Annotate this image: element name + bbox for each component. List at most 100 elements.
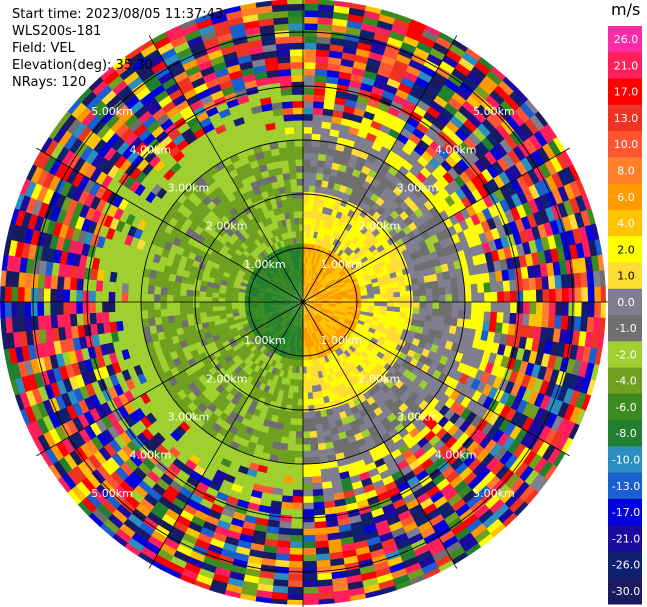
- velocity-gate: [302, 373, 308, 381]
- velocity-gate: [284, 292, 292, 297]
- velocity-gate: [271, 338, 279, 346]
- velocity-gate: [464, 310, 472, 321]
- velocity-gate: [148, 224, 160, 237]
- velocity-gate: [252, 269, 260, 277]
- velocity-gate: [424, 463, 438, 477]
- velocity-gate: [294, 372, 300, 381]
- velocity-gate: [80, 217, 92, 232]
- velocity-gate: [474, 369, 485, 383]
- velocity-gate: [314, 307, 322, 312]
- velocity-gate: [181, 325, 191, 335]
- velocity-gate: [257, 301, 265, 305]
- velocity-gate: [272, 322, 279, 329]
- velocity-gate: [495, 104, 512, 121]
- velocity-gate: [528, 313, 537, 328]
- velocity-gate: [281, 329, 287, 337]
- velocity-gate: [121, 310, 129, 322]
- velocity-gate: [339, 326, 347, 334]
- velocity-gate: [451, 309, 459, 320]
- velocity-gate: [357, 262, 366, 270]
- velocity-gate: [381, 89, 397, 102]
- velocity-gate: [278, 308, 286, 313]
- velocity-gate: [148, 367, 159, 379]
- velocity-gate: [331, 282, 339, 288]
- velocity-gate: [239, 343, 248, 352]
- velocity-gate: [196, 567, 215, 580]
- velocity-gate: [336, 136, 348, 146]
- velocity-gate: [123, 175, 136, 190]
- velocity-gate: [533, 181, 547, 198]
- velocity-gate: [314, 265, 320, 273]
- velocity-gate: [229, 340, 238, 349]
- velocity-gate: [418, 282, 427, 291]
- velocity-gate: [328, 228, 336, 238]
- velocity-gate: [328, 551, 344, 561]
- velocity-gate: [257, 504, 271, 514]
- velocity-gate: [60, 391, 73, 408]
- velocity-gate: [114, 103, 131, 119]
- velocity-gate: [185, 337, 195, 347]
- velocity-gate: [410, 509, 427, 523]
- velocity-gate: [177, 261, 187, 271]
- velocity-gate: [181, 503, 198, 517]
- velocity-gate: [442, 270, 451, 281]
- velocity-gate: [482, 272, 491, 284]
- velocity-gate: [285, 316, 291, 323]
- velocity-gate: [244, 349, 253, 358]
- velocity-gate: [559, 231, 571, 249]
- velocity-gate: [320, 277, 327, 284]
- velocity-gate: [488, 499, 505, 516]
- velocity-gate: [143, 149, 158, 164]
- velocity-gate: [275, 540, 291, 549]
- velocity-gate: [117, 184, 130, 199]
- velocity-gate: [198, 306, 207, 313]
- velocity-gate: [282, 314, 289, 320]
- velocity-gate: [111, 361, 122, 375]
- velocity-gate: [36, 168, 50, 187]
- velocity-gate: [312, 325, 317, 333]
- velocity-gate: [220, 479, 234, 491]
- velocity-gate: [112, 167, 126, 183]
- velocity-gate: [293, 320, 297, 328]
- velocity-gate: [423, 274, 432, 284]
- velocity-gate: [313, 289, 320, 295]
- velocity-gate: [313, 534, 329, 543]
- velocity-gate: [314, 280, 320, 287]
- velocity-gate: [331, 284, 340, 289]
- velocity-gate: [298, 321, 301, 329]
- velocity-gate: [368, 548, 386, 560]
- velocity-gate: [61, 376, 74, 393]
- velocity-gate: [217, 485, 232, 497]
- velocity-gate: [317, 274, 323, 282]
- velocity-gate: [419, 93, 435, 108]
- velocity-gate: [332, 245, 339, 254]
- velocity-gate: [321, 389, 329, 398]
- velocity-gate: [432, 41, 451, 56]
- velocity-gate: [353, 312, 361, 318]
- velocity-gate: [301, 554, 317, 562]
- velocity-gate: [305, 314, 309, 322]
- velocity-gate: [207, 320, 216, 328]
- velocity-gate: [441, 420, 455, 434]
- velocity-gate: [476, 198, 489, 212]
- velocity-gate: [437, 89, 453, 104]
- velocity-gate: [206, 218, 217, 229]
- velocity-gate: [560, 315, 569, 332]
- velocity-gate: [163, 467, 178, 481]
- velocity-gate: [345, 364, 353, 374]
- velocity-gate: [68, 449, 83, 467]
- velocity-gate: [198, 290, 207, 297]
- velocity-gate: [219, 388, 230, 399]
- velocity-gate: [367, 290, 375, 296]
- velocity-gate: [107, 438, 122, 454]
- velocity-gate: [416, 99, 432, 113]
- velocity-gate: [66, 389, 79, 406]
- velocity-gate: [351, 318, 359, 324]
- velocity-gate: [91, 79, 110, 96]
- velocity-gate: [323, 101, 336, 111]
- velocity-gate: [260, 361, 268, 370]
- velocity-gate: [317, 284, 324, 290]
- velocity-gate: [499, 198, 512, 214]
- velocity-gate: [408, 459, 422, 472]
- velocity-gate: [453, 445, 468, 459]
